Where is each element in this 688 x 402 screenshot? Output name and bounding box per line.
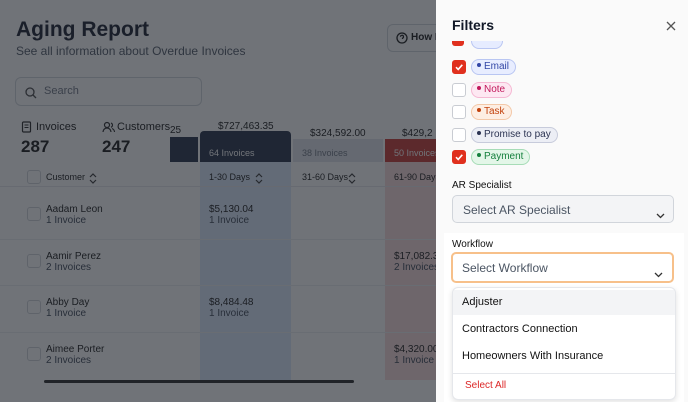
workflow-option[interactable]: Contractors Connection: [453, 317, 675, 342]
chevron: [654, 265, 663, 283]
type-label: Task: [484, 106, 505, 117]
workflow-dropdown: Adjuster Contractors Connection Homeowners…: [452, 287, 676, 400]
checkbox[interactable]: [452, 60, 466, 74]
option-label: Adjuster: [462, 296, 503, 308]
type-list: Email Note Task Promise to pay Payment: [436, 41, 688, 171]
pill: [471, 41, 503, 49]
checkbox[interactable]: [452, 105, 466, 119]
ar-select[interactable]: Select AR Specialist: [452, 195, 674, 223]
workflow-option[interactable]: Adjuster: [453, 290, 675, 315]
workflow-section: Workflow Select Workflow Adjuster Contracto…: [444, 233, 684, 402]
dropdown-divider: [453, 373, 675, 374]
filters-panel: Filters Email Note Task Promise to pay Paymen…: [436, 0, 688, 402]
select-all[interactable]: Select All: [465, 380, 507, 391]
panel-title: Filters: [452, 17, 495, 33]
ar-placeholder: Select AR Specialist: [463, 203, 571, 217]
type-label: Email: [484, 61, 510, 72]
type-label: Promise to pay: [484, 128, 551, 140]
type-pill: Email: [471, 59, 517, 75]
workflow-option[interactable]: Homeowners With Insurance: [453, 344, 675, 369]
workflow-label: Workflow: [452, 239, 493, 250]
type-pill: Payment: [471, 149, 531, 165]
chevron: [656, 206, 665, 224]
checkbox[interactable]: [452, 150, 466, 164]
checkbox[interactable]: [452, 82, 466, 97]
type-pill: Note: [471, 81, 513, 98]
checkbox: [452, 41, 464, 46]
type-pill: Promise to pay: [471, 126, 558, 143]
option-label: Contractors Connection: [462, 323, 578, 335]
type-label: Note: [484, 83, 506, 95]
type-pill: Task: [471, 104, 512, 120]
ar-label: AR Specialist: [452, 180, 512, 191]
close-button[interactable]: [666, 18, 676, 36]
workflow-placeholder: Select Workflow: [462, 261, 548, 275]
checkbox[interactable]: [452, 127, 466, 142]
option-label: Homeowners With Insurance: [462, 350, 604, 362]
type-label: Payment: [484, 151, 524, 162]
workflow-select[interactable]: Select Workflow: [451, 252, 674, 283]
